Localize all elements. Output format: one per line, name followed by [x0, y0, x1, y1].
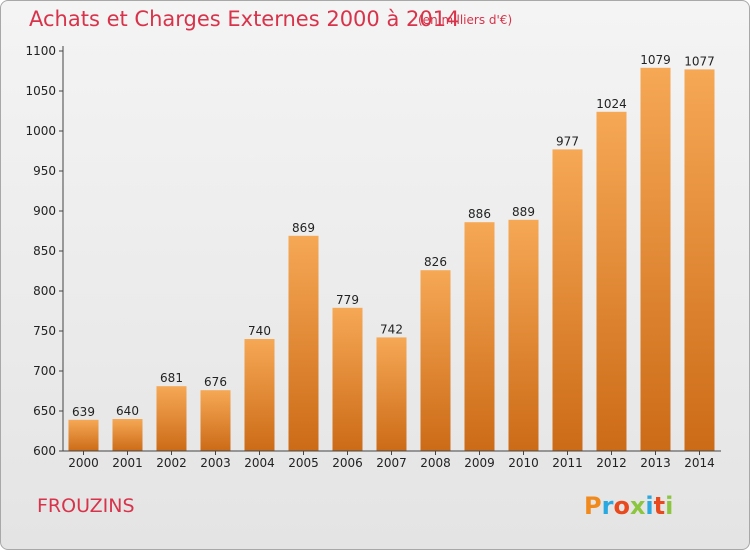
y-tick-800: 800: [33, 284, 56, 298]
value-label-2007: 742: [380, 322, 403, 336]
value-label-2008: 826: [424, 255, 447, 269]
bar-2014: [684, 69, 715, 452]
x-tick-2000: 2000: [68, 456, 99, 470]
proxiti-logo[interactable]: Proxiti: [584, 492, 673, 520]
y-tick-850: 850: [33, 244, 56, 258]
value-label-2011: 977: [556, 134, 579, 148]
logo-letter: t: [653, 492, 666, 520]
chart-title: Achats et Charges Externes 2000 à 2014: [29, 7, 460, 31]
value-label-2013: 1079: [640, 53, 671, 67]
y-tick-650: 650: [33, 404, 56, 418]
value-label-2002: 681: [160, 371, 183, 385]
x-tick-2007: 2007: [376, 456, 407, 470]
x-tick-2004: 2004: [244, 456, 275, 470]
value-label-2010: 889: [512, 205, 535, 219]
chart-subtitle: (en milliers d'€): [418, 13, 513, 27]
x-tick-2006: 2006: [332, 456, 363, 470]
value-label-2001: 640: [116, 404, 139, 418]
bar-2003: [200, 390, 231, 451]
x-tick-2011: 2011: [552, 456, 583, 470]
bar-2008: [420, 270, 451, 451]
bar-2004: [244, 339, 275, 451]
x-tick-2009: 2009: [464, 456, 495, 470]
x-tick-2003: 2003: [200, 456, 231, 470]
bar-2009: [464, 222, 495, 451]
x-tick-2001: 2001: [112, 456, 143, 470]
value-label-2014: 1077: [684, 54, 715, 68]
bar-2010: [508, 219, 539, 451]
logo-letter: i: [645, 492, 654, 520]
logo-letter: o: [613, 492, 630, 520]
y-tick-1000: 1000: [25, 124, 56, 138]
value-label-2003: 676: [204, 375, 227, 389]
logo-letter: r: [601, 492, 614, 520]
logo-letter: x: [629, 492, 646, 520]
y-tick-950: 950: [33, 164, 56, 178]
bar-2002: [156, 386, 187, 451]
y-tick-1100: 1100: [25, 44, 56, 58]
value-label-2000: 639: [72, 405, 95, 419]
commune-name: FROUZINS: [37, 495, 135, 517]
logo-letter: P: [584, 492, 602, 520]
y-tick-600: 600: [33, 444, 56, 458]
bar-2007: [376, 337, 407, 451]
bar-2012: [596, 111, 627, 452]
y-tick-1050: 1050: [25, 84, 56, 98]
bar-2000: [68, 419, 99, 451]
value-label-2006: 779: [336, 293, 359, 307]
y-tick-750: 750: [33, 324, 56, 338]
logo-letter: i: [665, 492, 674, 520]
x-tick-2002: 2002: [156, 456, 187, 470]
bar-2005: [288, 235, 319, 451]
y-tick-900: 900: [33, 204, 56, 218]
x-tick-2014: 2014: [684, 456, 715, 470]
x-tick-2012: 2012: [596, 456, 627, 470]
x-tick-2005: 2005: [288, 456, 319, 470]
y-tick-700: 700: [33, 364, 56, 378]
value-label-2005: 869: [292, 221, 315, 235]
x-tick-2008: 2008: [420, 456, 451, 470]
value-label-2009: 886: [468, 207, 491, 221]
bar-2001: [112, 419, 143, 451]
value-label-2012: 1024: [596, 97, 627, 111]
bar-2013: [640, 67, 671, 452]
value-label-2004: 740: [248, 324, 271, 338]
x-tick-2010: 2010: [508, 456, 539, 470]
bar-2011: [552, 149, 583, 451]
bar-2006: [332, 307, 363, 451]
x-tick-2013: 2013: [640, 456, 671, 470]
